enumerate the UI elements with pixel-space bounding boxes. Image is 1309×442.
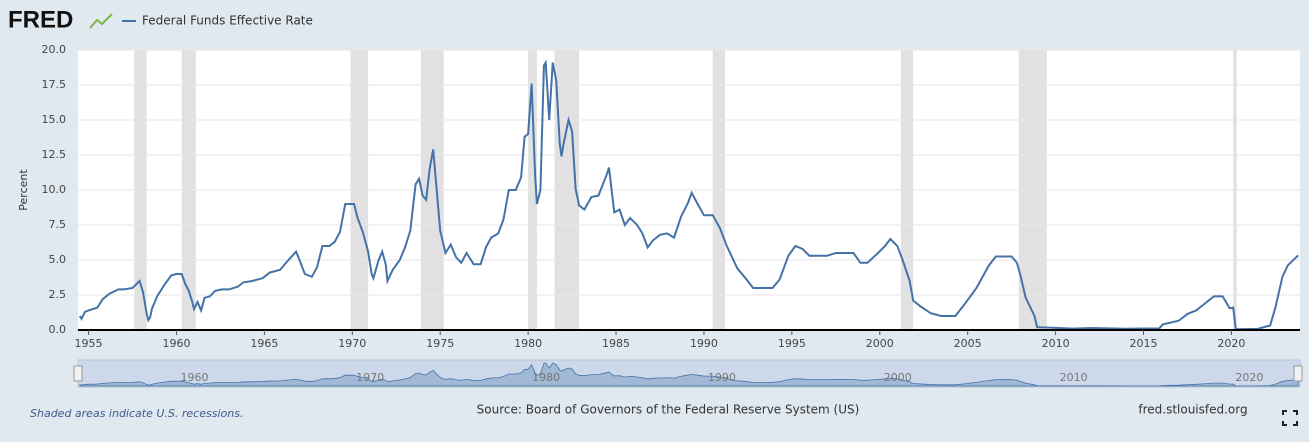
navigator-tick-label: 1980 [532,371,560,384]
x-tick-label: 1955 [75,337,103,350]
y-tick-label: 2.5 [49,288,67,301]
site-link[interactable]: fred.stlouisfed.org [1138,403,1247,417]
x-tick-label: 1960 [162,337,190,350]
x-tick-label: 1990 [690,337,718,350]
navigator-tick-label: 1970 [356,371,384,384]
y-tick-label: 15.0 [42,113,67,126]
x-tick-label: 1975 [426,337,454,350]
x-tick-label: 1985 [602,337,630,350]
y-tick-label: 5.0 [49,253,67,266]
navigator-handle-right[interactable] [1293,365,1303,382]
x-tick-label: 1970 [338,337,366,350]
y-tick-label: 12.5 [42,148,67,161]
navigator-tick-label: 2000 [884,371,912,384]
navigator-tick-label: 2010 [1060,371,1088,384]
x-tick-label: 2015 [1130,337,1158,350]
navigator-tick-label: 2020 [1235,371,1263,384]
series-line [78,59,1299,331]
y-tick-label: 20.0 [42,43,67,56]
y-tick-label: 10.0 [42,183,67,196]
y-tick-label: 7.5 [49,218,67,231]
y-axis-label: Percent [17,169,30,211]
logo-icon [89,13,113,29]
footnote: Shaded areas indicate U.S. recessions. [30,407,243,420]
navigator-series [79,362,1299,387]
fullscreen-button[interactable] [1282,410,1298,426]
source: Source: Board of Governors of the Federa… [477,403,860,417]
x-tick-label: 2020 [1217,337,1245,350]
navigator-tick-label: 1990 [708,371,736,384]
navigator-tick-label: 1960 [180,371,208,384]
navigator-handle-left[interactable] [73,365,83,382]
y-tick-label: 17.5 [42,78,67,91]
y-tick-label: 0.0 [49,323,67,336]
x-tick-label: 1965 [250,337,278,350]
x-tick-label: 1995 [778,337,806,350]
legend-label: Federal Funds Effective Rate [142,14,313,28]
x-tick-label: 1980 [514,337,542,350]
logo: FRED [8,6,73,33]
x-tick-label: 2005 [954,337,982,350]
x-tick-label: 2010 [1042,337,1070,350]
x-tick-label: 2000 [866,337,894,350]
